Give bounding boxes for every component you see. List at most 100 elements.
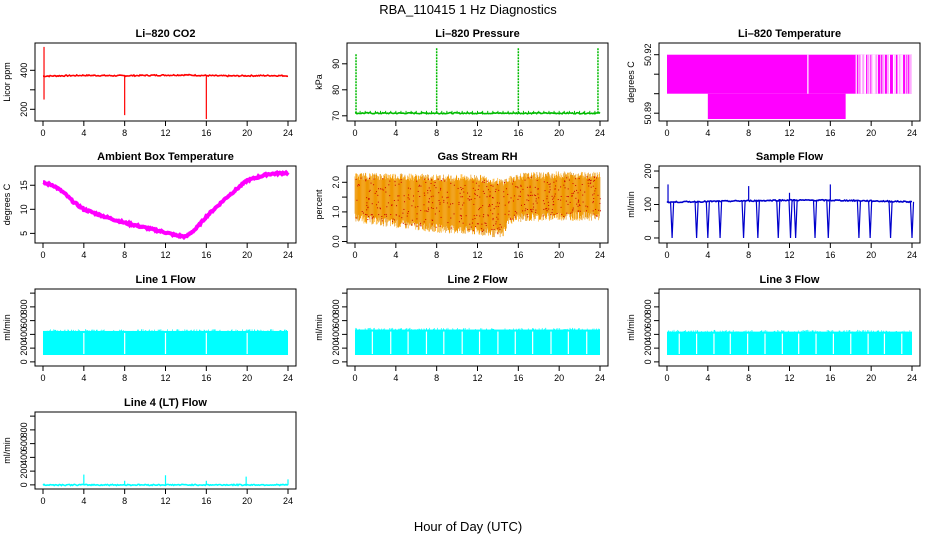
x-tick-label: 8	[122, 496, 127, 506]
rh-speckle	[367, 206, 369, 208]
x-tick-label: 24	[907, 373, 917, 383]
rh-speckle	[369, 177, 371, 179]
x-tick-label: 20	[242, 373, 252, 383]
rh-speckle	[587, 179, 589, 181]
rh-speckle	[597, 194, 599, 196]
rh-speckle	[590, 179, 592, 181]
y-axis-label: ml/min	[2, 437, 12, 464]
data-band	[667, 331, 912, 355]
rh-speckle	[546, 182, 548, 184]
panel-co2: Li–820 CO2 Licor ppm 0 4 8 12 16 20 24 200 400	[2, 28, 297, 138]
rh-speckle	[423, 204, 425, 206]
rh-speckle	[546, 198, 548, 200]
rh-speckle	[458, 221, 460, 223]
rh-speckle	[389, 195, 391, 197]
x-tick-label: 12	[784, 373, 794, 383]
rh-speckle	[439, 225, 441, 227]
rh-speckle	[484, 179, 486, 181]
rh-speckle	[557, 199, 559, 201]
rh-speckle	[485, 222, 487, 224]
rh-speckle	[476, 223, 478, 225]
rh-speckle	[368, 199, 370, 201]
rh-speckle	[419, 224, 421, 226]
panel-title: Gas Stream RH	[437, 151, 517, 163]
rh-speckle	[481, 228, 483, 230]
rh-speckle	[362, 212, 364, 214]
x-tick-label: 0	[352, 373, 357, 383]
rh-speckle	[599, 202, 601, 204]
rh-speckle	[472, 187, 474, 189]
rh-speckle	[498, 189, 500, 191]
panel-box-temp: Ambient Box Temperature degrees C 0 4 8 12 16 2…	[2, 151, 297, 260]
rh-speckle	[487, 214, 489, 216]
rh-speckle	[370, 214, 372, 216]
y-tick-label: 0	[19, 482, 29, 487]
rh-speckle	[469, 195, 471, 197]
rh-speckle	[356, 199, 358, 201]
rh-speckle	[373, 184, 375, 186]
rh-speckle	[381, 220, 383, 222]
rh-speckle	[373, 178, 375, 180]
rh-speckle	[489, 205, 491, 207]
rh-speckle	[366, 214, 368, 216]
flow-dip	[909, 201, 915, 239]
rh-speckle	[554, 193, 556, 195]
x-tick-label: 4	[81, 496, 86, 506]
rh-speckle	[543, 208, 545, 210]
rh-speckle	[492, 217, 494, 219]
rh-speckle	[520, 204, 522, 206]
rh-speckle	[527, 194, 529, 196]
y-tick-label: 200	[643, 164, 653, 179]
rh-speckle	[378, 188, 380, 190]
rh-speckle	[525, 208, 527, 210]
rh-speckle	[531, 194, 533, 196]
rh-speckle	[477, 223, 479, 225]
flow-dip	[755, 200, 760, 239]
rh-speckle	[487, 215, 489, 217]
rh-speckle	[463, 202, 465, 204]
y-axis-label: ml/min	[626, 314, 636, 341]
rh-speckle	[479, 215, 481, 217]
rh-speckle	[504, 182, 506, 184]
rh-speckle	[536, 202, 538, 204]
flow-dip	[826, 200, 831, 239]
plot-frame	[346, 42, 609, 122]
rh-speckle	[405, 224, 407, 226]
x-tick-label: 16	[201, 496, 211, 506]
rh-speckle	[407, 187, 409, 189]
y-axis-label: kPa	[314, 74, 324, 90]
rh-speckle	[548, 204, 550, 206]
rh-speckle	[547, 201, 549, 203]
y-axis-label: ml/min	[2, 314, 12, 341]
flow-dip	[741, 200, 746, 239]
x-tick-label: 24	[595, 128, 605, 138]
rh-speckle	[567, 203, 569, 205]
rh-speckle	[520, 185, 522, 187]
rh-speckle	[474, 189, 476, 191]
rh-speckle	[508, 201, 510, 203]
rh-speckle	[585, 210, 587, 212]
y-tick-label: 50.89	[643, 102, 653, 125]
rh-speckle	[578, 178, 580, 180]
rh-speckle	[526, 186, 528, 188]
rh-speckle	[441, 196, 443, 198]
rh-speckle	[394, 181, 396, 183]
rh-speckle	[538, 197, 540, 199]
rh-speckle	[497, 232, 499, 234]
rh-speckle	[594, 190, 596, 192]
rh-speckle	[385, 191, 387, 193]
rh-speckle	[570, 212, 572, 214]
rh-speckle	[518, 195, 520, 197]
rh-speckle	[379, 188, 381, 190]
rh-speckle	[534, 186, 536, 188]
rh-speckle	[403, 208, 405, 210]
rh-speckle	[448, 206, 450, 208]
rh-speckle	[355, 178, 357, 180]
rh-speckle	[470, 198, 472, 200]
y-axis-label: percent	[314, 189, 324, 220]
y-tick-label: 600	[331, 313, 341, 328]
panel-sample-flow: Sample Flow ml/min 0 4 8 12 16 20 24 0 100 200	[626, 151, 921, 260]
rh-speckle	[476, 195, 478, 197]
rh-speckle	[432, 202, 434, 204]
